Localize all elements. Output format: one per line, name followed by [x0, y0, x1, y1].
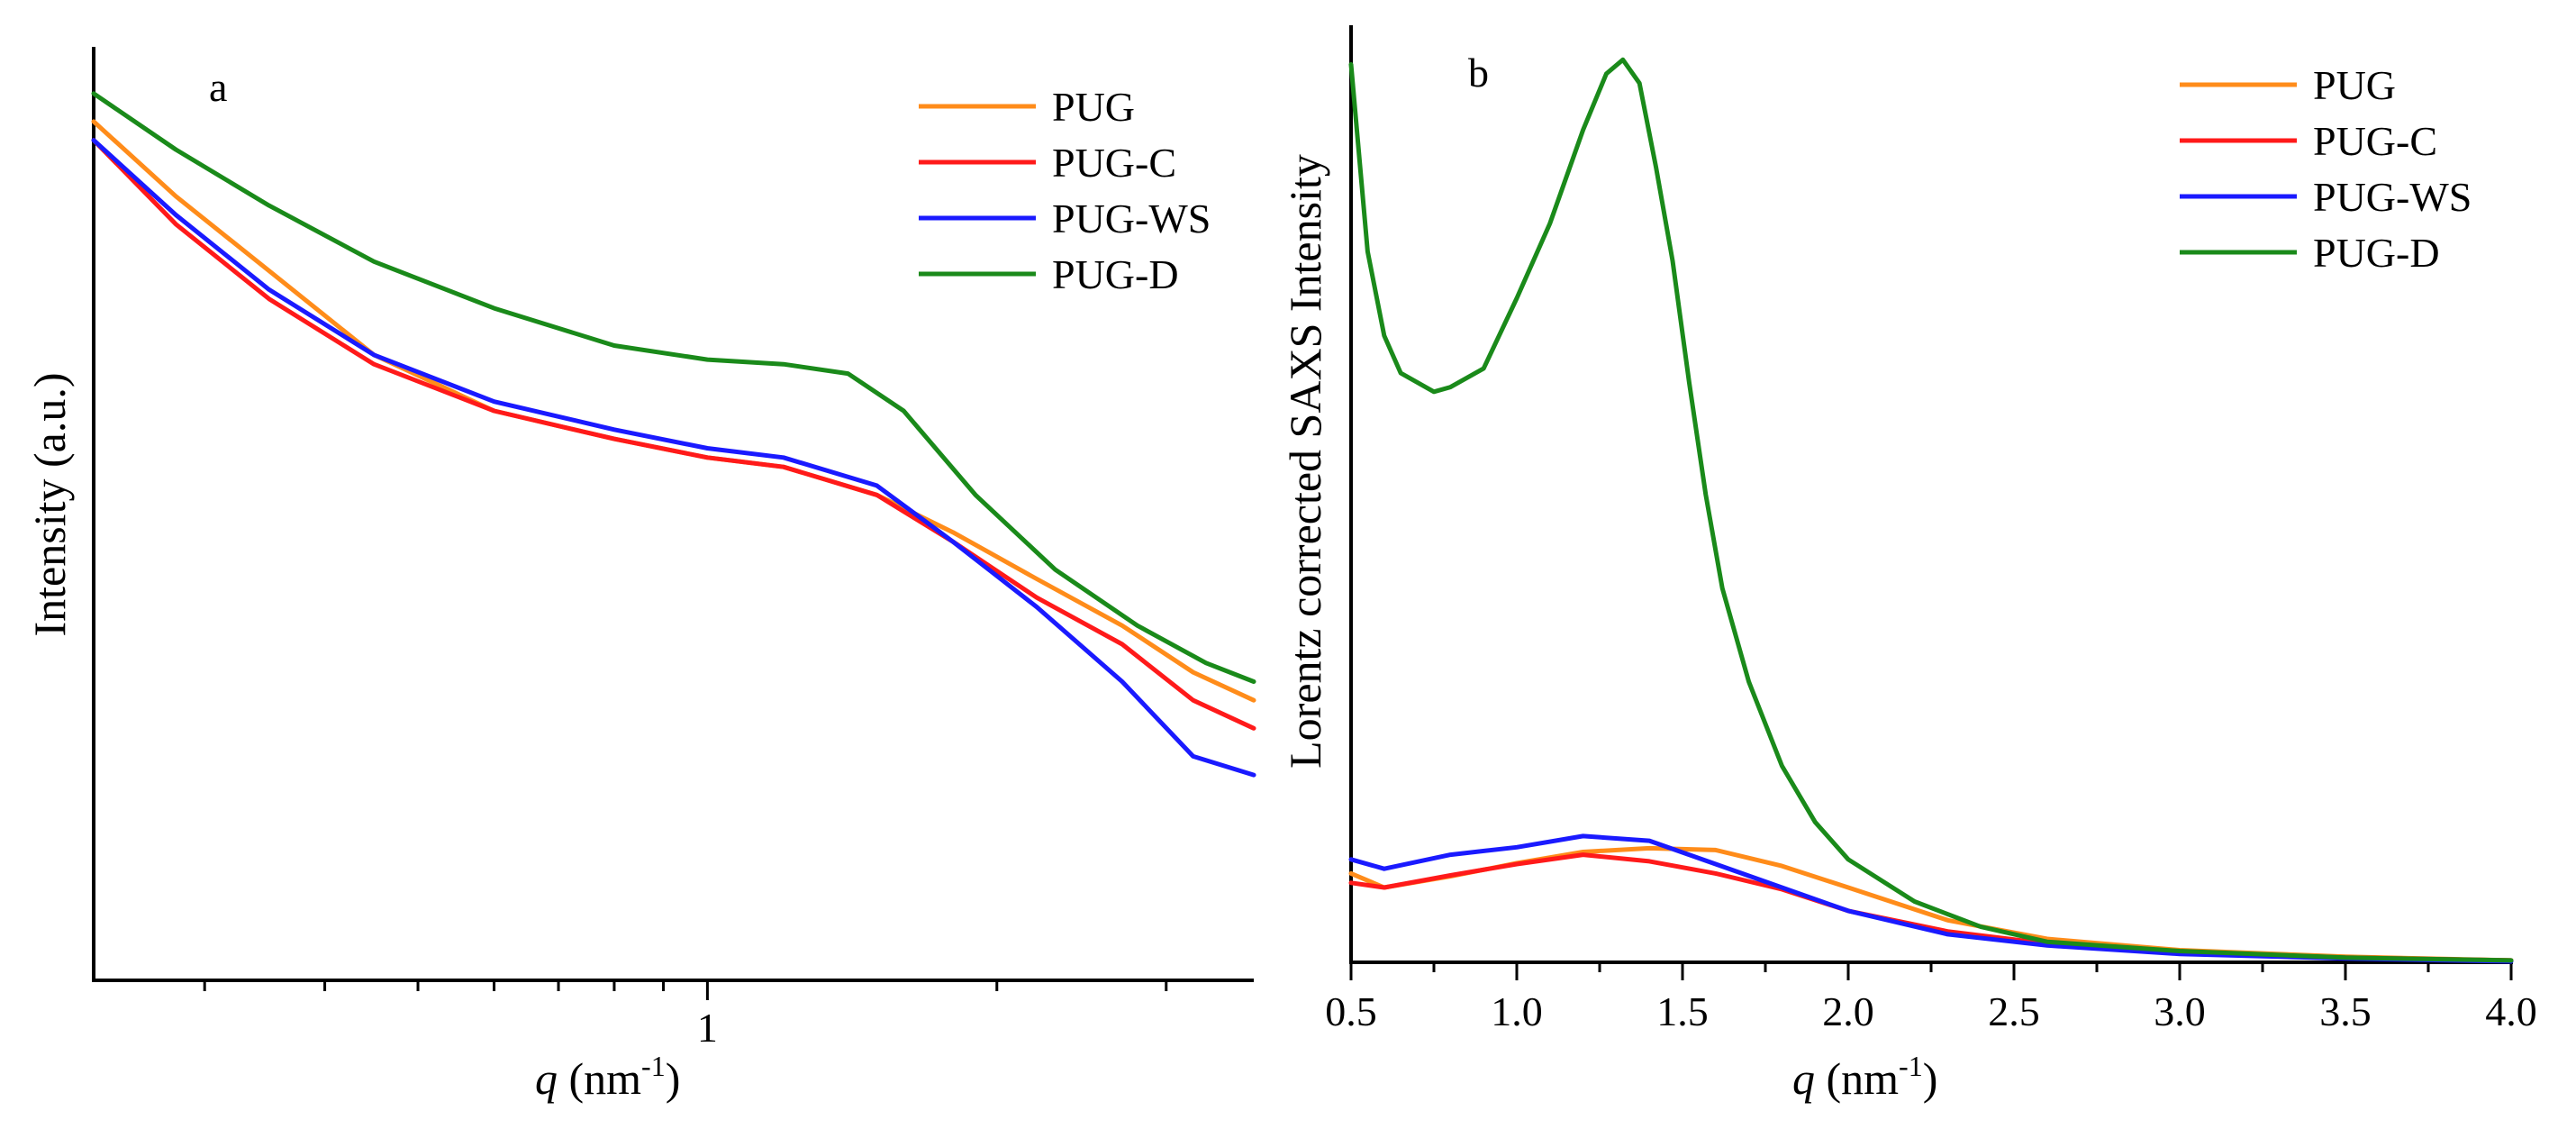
panel-a-series-pug-d — [91, 91, 1256, 684]
panel-b-legend-label-pug-d: PUG-D — [2313, 230, 2440, 276]
panel-a-legend-label-pug: PUG — [1052, 84, 1135, 130]
panel-a-legend-label-pug-c: PUG-C — [1052, 140, 1176, 186]
panel-a-legend-label-pug-ws: PUG-WS — [1052, 196, 1211, 241]
panel-a-x-axis-title-q: q — [535, 1053, 558, 1104]
panel-a-x-axis-title-unit: (nm — [558, 1053, 641, 1104]
panel-b-x-axis-title-close: ) — [1923, 1053, 1938, 1104]
panel-b-x-axis-title-unit: (nm — [1815, 1053, 1899, 1104]
panel-b-x-axis-title-sup: -1 — [1899, 1050, 1923, 1082]
panel-b-x-tick-label: 3.0 — [2154, 988, 2206, 1034]
panel-a-x-ticks: 1 — [203, 980, 1168, 1051]
panel-b-x-tick-label: 1.0 — [1491, 988, 1543, 1034]
panel-a-series-pug-ws — [91, 138, 1256, 778]
panel-a-x-tick-label: 1 — [697, 1005, 718, 1051]
panel-b-lorentz-chart: 0.5 1.0 1.5 2.0 2.5 3.0 3.5 4.0 b q (nm-1) Lore… — [1280, 25, 2537, 1104]
panel-b-x-tick-label: 1.5 — [1656, 988, 1709, 1034]
panel-a-legend: PUG PUG-C PUG-WS PUG-D — [919, 84, 1211, 297]
panel-a-x-axis-title-sup: -1 — [641, 1050, 666, 1082]
panel-b-x-axis-title: q (nm-1) — [1792, 1050, 1937, 1104]
panel-b-series — [1348, 57, 2514, 964]
panel-b-legend-label-pug-c: PUG-C — [2313, 118, 2437, 164]
panel-b-x-axis-title-q: q — [1792, 1053, 1815, 1104]
panel-a-legend-label-pug-d: PUG-D — [1052, 251, 1179, 297]
panel-b-legend-label-pug-ws: PUG-WS — [2313, 174, 2472, 220]
panel-b-x-tick-label: 2.5 — [1988, 988, 2040, 1034]
panel-b-y-axis-title: Lorentz corrected SAXS Intensity — [1280, 154, 1330, 769]
panel-a-x-axis-title-close: ) — [666, 1053, 681, 1104]
panel-b-x-ticks: 0.5 1.0 1.5 2.0 2.5 3.0 3.5 4.0 — [1325, 962, 2537, 1034]
panel-a-y-axis-title: Intensity (a.u.) — [24, 373, 75, 637]
panel-b-legend: PUG PUG-C PUG-WS PUG-D — [2180, 62, 2472, 276]
panel-b-x-tick-label: 4.0 — [2485, 988, 2537, 1034]
panel-b-x-tick-label: 2.0 — [1822, 988, 1874, 1034]
panel-b-x-tick-label: 3.5 — [2319, 988, 2372, 1034]
panel-a-series-pug-c — [91, 138, 1256, 731]
panel-b-series-pug-ws — [1348, 833, 2514, 964]
panel-a-series — [91, 91, 1256, 778]
panel-b-x-tick-label: 0.5 — [1325, 988, 1377, 1034]
panel-b-series-pug-d — [1348, 57, 2514, 963]
panel-a-label: a — [209, 64, 227, 110]
panel-a-log-saxs-chart: 1 a q (nm-1) Intensity (a.u.) PUGPUG-CPU… — [24, 47, 1256, 1104]
panel-b-legend-label-pug: PUG — [2313, 62, 2396, 108]
panel-a-x-axis-title: q (nm-1) — [535, 1050, 680, 1104]
panel-b-label: b — [1468, 50, 1489, 96]
